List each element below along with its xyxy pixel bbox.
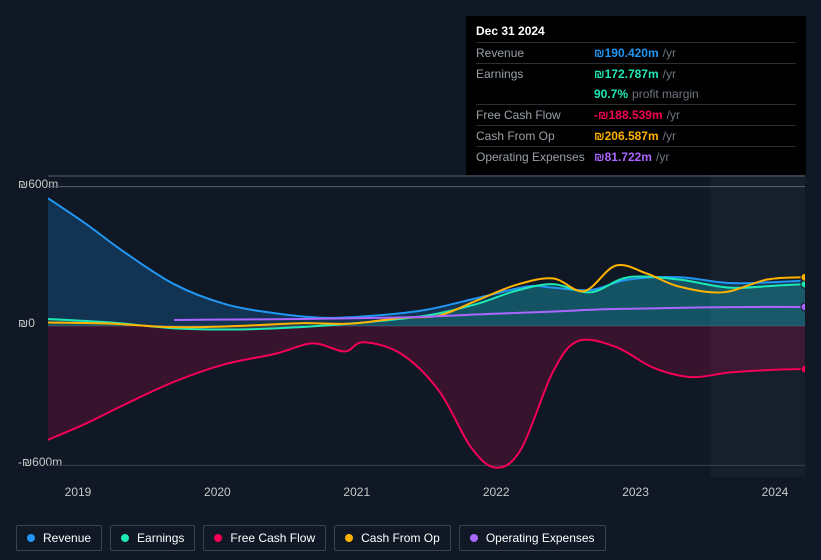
tooltip-row-unit: /yr — [667, 108, 680, 122]
tooltip-row: Free Cash Flow-₪188.539m/yr — [476, 104, 796, 125]
tooltip-row-label — [476, 87, 594, 101]
tooltip-row-label: Cash From Op — [476, 129, 594, 143]
legend-item-fcf[interactable]: Free Cash Flow — [203, 525, 326, 551]
tooltip-row-unit: /yr — [656, 150, 669, 164]
tooltip-panel: Dec 31 2024 Revenue₪190.420m/yrEarnings₪… — [466, 16, 806, 175]
tooltip-date: Dec 31 2024 — [476, 22, 796, 42]
legend-item-label: Earnings — [137, 531, 184, 545]
x-tick-label: 2022 — [466, 485, 526, 503]
tooltip-row-unit: profit margin — [632, 87, 699, 101]
tooltip-rows: Revenue₪190.420m/yrEarnings₪172.787m/yr9… — [476, 42, 796, 167]
tooltip-row-label: Operating Expenses — [476, 150, 594, 164]
legend-item-opex[interactable]: Operating Expenses — [459, 525, 606, 551]
legend: Revenue Earnings Free Cash Flow Cash From O… — [16, 525, 606, 551]
tooltip-row-value: 90.7% — [594, 87, 628, 101]
plot-svg — [48, 175, 805, 477]
legend-item-label: Revenue — [43, 531, 91, 545]
legend-dot-icon — [470, 534, 478, 542]
tooltip-row-unit: /yr — [663, 67, 676, 81]
tooltip-row-value: -₪188.539m — [594, 108, 663, 122]
tooltip-row-unit: /yr — [663, 46, 676, 60]
legend-dot-icon — [345, 534, 353, 542]
tooltip-row: Cash From Op₪206.587m/yr — [476, 125, 796, 146]
x-tick-label: 2019 — [48, 485, 108, 503]
legend-dot-icon — [121, 534, 129, 542]
x-tick-label: 2020 — [187, 485, 247, 503]
tooltip-row-value: ₪172.787m — [594, 67, 659, 81]
end-dot-fcf — [801, 365, 805, 373]
tooltip-row-value: ₪190.420m — [594, 46, 659, 60]
x-axis-labels: 2019 2020 2021 2022 2023 2024 — [48, 485, 805, 503]
tooltip-row-label: Earnings — [476, 67, 594, 81]
x-tick-label: 2021 — [327, 485, 387, 503]
series-fill-fcf — [48, 326, 805, 468]
tooltip-row: 90.7% profit margin — [476, 84, 796, 104]
legend-item-revenue[interactable]: Revenue — [16, 525, 102, 551]
financials-chart: { "tooltip": { "date": "Dec 31 2024", "r… — [0, 0, 821, 560]
legend-dot-icon — [214, 534, 222, 542]
end-dot-cfo — [801, 273, 805, 281]
tooltip-row-value: ₪206.587m — [594, 129, 659, 143]
tooltip-row: Operating Expenses₪81.722m/yr — [476, 146, 796, 167]
end-dot-opex — [801, 303, 805, 311]
legend-dot-icon — [27, 534, 35, 542]
x-tick-label: 2023 — [606, 485, 666, 503]
tooltip-row-value: ₪81.722m — [594, 150, 652, 164]
tooltip-row: Revenue₪190.420m/yr — [476, 42, 796, 63]
legend-item-cfo[interactable]: Cash From Op — [334, 525, 451, 551]
legend-item-label: Cash From Op — [361, 531, 440, 545]
tooltip-row-unit: /yr — [663, 129, 676, 143]
tooltip-row: Earnings₪172.787m/yr — [476, 63, 796, 84]
plot-area — [16, 175, 805, 477]
x-tick-label: 2024 — [745, 485, 805, 503]
legend-item-label: Free Cash Flow — [230, 531, 315, 545]
legend-item-earnings[interactable]: Earnings — [110, 525, 195, 551]
tooltip-row-label: Revenue — [476, 46, 594, 60]
tooltip-row-label: Free Cash Flow — [476, 108, 594, 122]
legend-item-label: Operating Expenses — [486, 531, 595, 545]
